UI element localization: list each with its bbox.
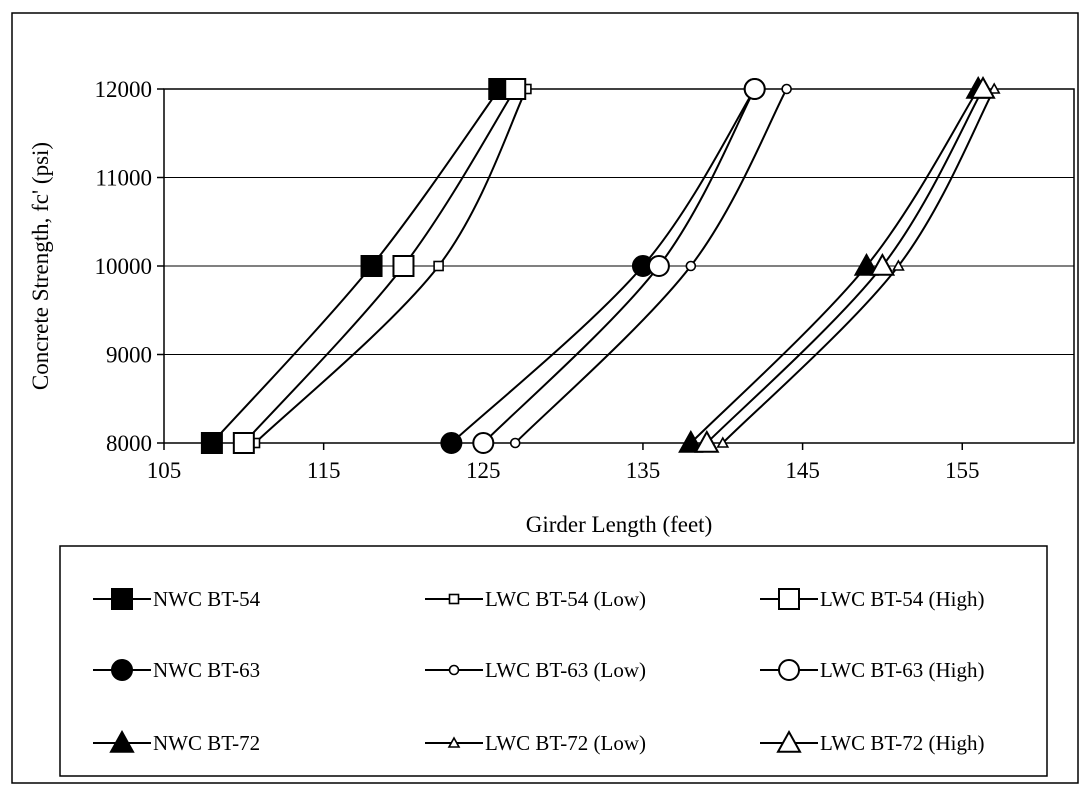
- y-tick-label-11000: 11000: [95, 166, 152, 191]
- legend-item-lwc-bt-63-high: LWC BT-63 (High): [760, 658, 984, 682]
- series-markers: [200, 75, 1001, 454]
- legend-marker-lwc-bt-72-high: [776, 729, 802, 753]
- legend-marker-lwc-bt-54-high: [778, 588, 800, 610]
- legend-label-lwc-bt-63-high: LWC BT-63 (High): [820, 658, 984, 682]
- point-lwc-bt-63-high-0: [472, 432, 495, 454]
- legend: NWC BT-54 LWC BT-54 (Low) LWC BT-54 (High)…: [93, 587, 984, 755]
- x-tick-label-135: 135: [626, 458, 661, 483]
- point-nwc-bt-54-1: [360, 255, 383, 277]
- point-nwc-bt-54-0: [200, 432, 223, 454]
- legend-marker-nwc-bt-72: [109, 729, 135, 753]
- point-lwc-bt-72-high-1: [869, 252, 896, 276]
- point-nwc-bt-72-0: [678, 429, 704, 453]
- legend-marker-nwc-bt-63: [111, 659, 133, 681]
- point-lwc-bt-54-low-1: [433, 260, 444, 272]
- y-tick-label-8000: 8000: [106, 431, 152, 456]
- legend-label-nwc-bt-63: NWC BT-63: [153, 658, 260, 682]
- legend-item-lwc-bt-54-low: LWC BT-54 (Low): [425, 587, 646, 611]
- grid-lines: [164, 177, 1074, 355]
- point-lwc-bt-72-low-0: [716, 436, 730, 448]
- point-lwc-bt-63-low-1: [685, 260, 697, 272]
- x-tick-label-155: 155: [945, 458, 980, 483]
- point-lwc-bt-63-low-2: [781, 83, 792, 95]
- legend-item-lwc-bt-72-high: LWC BT-72 (High): [760, 729, 984, 755]
- point-lwc-bt-63-low-0: [509, 437, 521, 449]
- legend-item-lwc-bt-72-low: LWC BT-72 (Low): [425, 731, 646, 755]
- x-tick-label-105: 105: [147, 458, 182, 483]
- legend-label-lwc-bt-72-low: LWC BT-72 (Low): [485, 731, 646, 755]
- point-lwc-bt-54-high-2: [504, 78, 527, 100]
- legend-marker-lwc-bt-54-low: [448, 593, 460, 605]
- legend-item-nwc-bt-54: NWC BT-54: [93, 587, 261, 611]
- legend-label-lwc-bt-63-low: LWC BT-63 (Low): [485, 658, 646, 682]
- x-axis-title: Girder Length (feet): [526, 512, 712, 537]
- y-axis-title: Concrete Strength, fc' (psi): [28, 142, 53, 390]
- x-tick-label-145: 145: [785, 458, 820, 483]
- y-tick-label-9000: 9000: [106, 343, 152, 368]
- point-nwc-bt-63-0: [440, 432, 463, 454]
- legend-label-nwc-bt-72: NWC BT-72: [153, 731, 260, 755]
- point-lwc-bt-72-high-2: [970, 75, 996, 99]
- legend-item-nwc-bt-72: NWC BT-72: [93, 729, 260, 755]
- legend-item-lwc-bt-54-high: LWC BT-54 (High): [760, 587, 984, 611]
- legend-marker-lwc-bt-72-low: [447, 736, 461, 748]
- x-tick-label-125: 125: [466, 458, 501, 483]
- point-lwc-bt-54-high-0: [232, 432, 255, 454]
- point-lwc-bt-63-high-1: [647, 255, 670, 277]
- legend-label-lwc-bt-72-high: LWC BT-72 (High): [820, 731, 984, 755]
- point-lwc-bt-63-high-2: [743, 78, 766, 100]
- legend-label-lwc-bt-54-high: LWC BT-54 (High): [820, 587, 984, 611]
- y-tick-label-10000: 10000: [95, 254, 153, 279]
- point-lwc-bt-54-high-1: [392, 255, 415, 277]
- legend-item-nwc-bt-63: NWC BT-63: [93, 658, 260, 682]
- legend-box: [59, 545, 1048, 777]
- x-tick-label-115: 115: [307, 458, 341, 483]
- point-lwc-bt-72-high-0: [694, 429, 720, 453]
- legend-marker-lwc-bt-63-low: [448, 664, 460, 676]
- y-tick-label-12000: 12000: [95, 77, 153, 102]
- legend-item-lwc-bt-63-low: LWC BT-63 (Low): [425, 658, 646, 682]
- point-lwc-bt-72-low-2: [987, 82, 1001, 94]
- legend-label-nwc-bt-54: NWC BT-54: [153, 587, 261, 611]
- legend-marker-lwc-bt-63-high: [778, 659, 800, 681]
- legend-label-lwc-bt-54-low: LWC BT-54 (Low): [485, 587, 646, 611]
- point-nwc-bt-72-1: [853, 252, 880, 276]
- point-lwc-bt-72-low-1: [892, 259, 905, 271]
- axis-ticks: 8000 9000 10000 11000 12000 105 115 125 135 145 15…: [95, 77, 980, 483]
- legend-marker-nwc-bt-54: [111, 588, 133, 610]
